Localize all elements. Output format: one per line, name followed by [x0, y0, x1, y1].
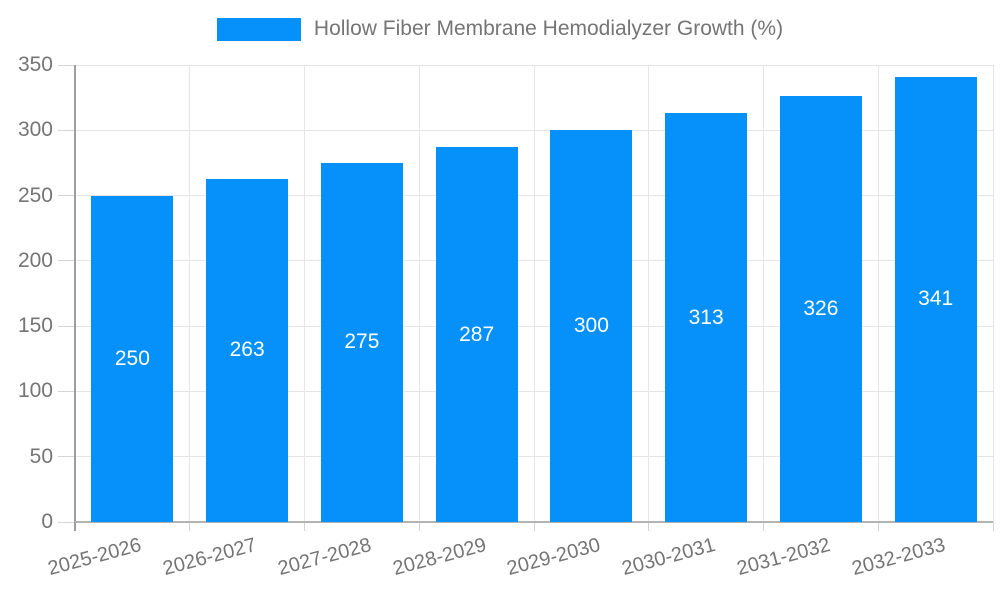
x-category-label: 2026-2027: [160, 534, 259, 581]
x-gridline: [763, 65, 764, 522]
x-category-label: 2027-2028: [275, 534, 374, 581]
x-tick: [304, 522, 305, 531]
y-tick: [58, 129, 75, 131]
y-tick: [58, 195, 75, 197]
x-tick: [648, 522, 650, 531]
bar-value-label: 263: [229, 338, 265, 362]
plot-area: 0 50 100 150 200 250 300 350 250 263 275 287 300 313 3…: [18, 53, 994, 580]
x-tick: [877, 522, 879, 531]
y-tick-label: 200: [17, 248, 53, 272]
y-tick: [58, 260, 75, 262]
x-gridline: [992, 65, 994, 522]
legend[interactable]: Hollow Fiber Membrane Hemodialyzer Growt…: [0, 17, 1000, 41]
bar-value-label: 341: [918, 287, 954, 311]
x-category-label: 2028-2029: [390, 534, 489, 581]
y-tick: [58, 390, 75, 392]
bar-value-label: 300: [573, 314, 609, 338]
bar-value-label: 250: [114, 346, 150, 370]
y-tick: [58, 456, 75, 458]
x-category-label: 2030-2031: [619, 534, 718, 581]
x-gridline: [418, 65, 420, 522]
x-gridline: [304, 65, 305, 522]
bar-value-label: 275: [344, 330, 380, 354]
x-gridline: [877, 65, 879, 522]
x-gridline: [189, 65, 191, 522]
legend-swatch: [216, 17, 301, 41]
legend-label: Hollow Fiber Membrane Hemodialyzer Growt…: [313, 17, 784, 40]
x-tick: [189, 522, 191, 531]
bar-2025-2026[interactable]: 250: [91, 195, 174, 522]
bar-value-label: 326: [803, 297, 839, 321]
bar-2026-2027[interactable]: 263: [206, 178, 289, 522]
y-tick: [58, 521, 75, 523]
x-category-label: 2032-2033: [849, 534, 948, 581]
bar-2030-2031[interactable]: 313: [665, 113, 748, 522]
x-axis-line: [75, 521, 993, 523]
y-tick-label: 250: [17, 183, 53, 207]
bar-2028-2029[interactable]: 287: [435, 147, 518, 522]
x-category-label: 2029-2030: [504, 534, 604, 581]
bar-2027-2028[interactable]: 275: [320, 162, 403, 522]
bar-value-label: 313: [688, 305, 724, 329]
bar-2032-2033[interactable]: 341: [894, 76, 977, 522]
x-tick: [533, 522, 535, 531]
y-tick: [58, 64, 75, 66]
bar-2031-2032[interactable]: 326: [779, 96, 862, 522]
y-tick: [58, 325, 75, 327]
x-gridline: [533, 65, 535, 522]
y-tick-label: 300: [17, 118, 53, 142]
bar-value-label: 287: [459, 322, 495, 346]
x-tick: [992, 522, 994, 531]
x-category-label: 2025-2026: [45, 534, 145, 581]
y-axis-line: [74, 65, 76, 531]
y-tick-label: 350: [17, 53, 53, 76]
y-tick-label: 100: [17, 379, 53, 403]
y-tick-label: 150: [17, 314, 53, 338]
x-category-label: 2031-2032: [734, 534, 833, 581]
bar-2029-2030[interactable]: 300: [550, 130, 633, 522]
y-tick-label: 0: [41, 510, 53, 533]
x-gridline: [648, 65, 650, 522]
y-tick-label: 50: [29, 444, 53, 468]
x-tick: [418, 522, 420, 531]
x-tick: [763, 522, 764, 531]
